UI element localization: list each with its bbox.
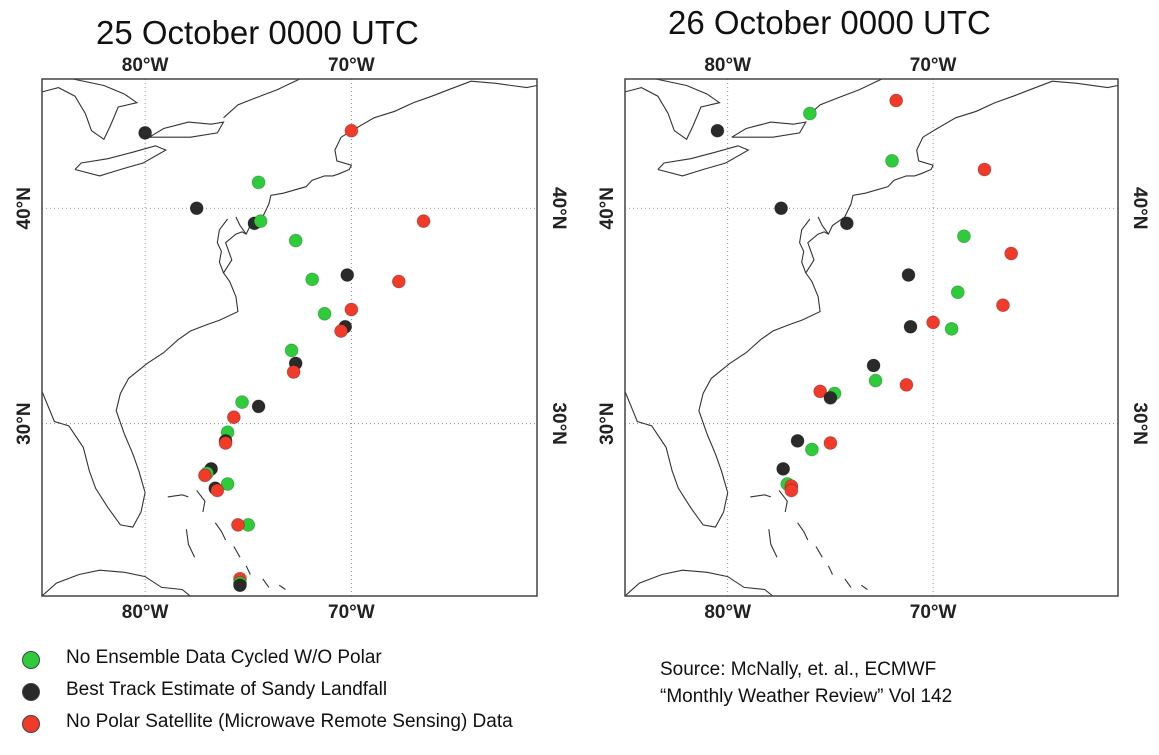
- track-point-no-polar: [926, 315, 941, 330]
- longitude-tick-label-top: 80°W: [704, 55, 751, 76]
- track-point-best-track: [901, 268, 916, 282]
- track-point-best-track: [823, 390, 838, 405]
- track-point-ensemble: [868, 373, 883, 388]
- track-point-best-track: [866, 358, 881, 373]
- track-point-ensemble: [220, 477, 235, 491]
- track-point-no-polar: [977, 162, 992, 177]
- track-point-no-polar: [823, 436, 838, 450]
- track-point-no-polar: [344, 302, 359, 317]
- latitude-tick-label-left: 40°N: [14, 187, 35, 229]
- track-point-no-polar: [784, 483, 799, 498]
- legend-marker-green: [22, 651, 40, 669]
- legend-label: Best Track Estimate of Sandy Landfall: [66, 679, 388, 700]
- track-point-no-polar: [231, 518, 245, 532]
- track-point-ensemble: [957, 229, 971, 244]
- source-line-2: “Monthly Weather Review” Vol 142: [660, 686, 953, 707]
- track-point-no-polar: [218, 436, 233, 450]
- track-point-best-track: [790, 433, 805, 448]
- track-point-ensemble: [950, 285, 965, 300]
- latitude-tick-label-right: 30°N: [1129, 402, 1150, 444]
- track-point-no-polar: [416, 214, 431, 229]
- track-point-ensemble: [805, 442, 819, 457]
- legend-label: No Polar Satellite (Microwave Remote Sen…: [66, 711, 513, 732]
- track-point-no-polar: [996, 298, 1010, 313]
- track-point-no-polar: [813, 384, 828, 399]
- longitude-tick-label-bottom: 80°W: [704, 602, 751, 623]
- track-point-best-track: [776, 462, 791, 476]
- track-point-no-polar: [198, 468, 212, 483]
- panel-right-title: 26 October 0000 UTC: [668, 4, 991, 41]
- track-point-best-track: [839, 216, 854, 231]
- track-point-no-polar: [889, 93, 904, 108]
- map-panel-26-october: 80°W 80°W 70°W 70°W 30°N 30°N 40°N 40°N: [597, 55, 1150, 623]
- track-point-best-track: [710, 123, 725, 138]
- coastline: [625, 79, 1118, 596]
- panel-left-title: 25 October 0000 UTC: [96, 14, 419, 51]
- track-point-no-polar: [286, 365, 301, 379]
- track-point-ensemble: [284, 343, 299, 358]
- track-point-ensemble: [253, 214, 268, 229]
- map-frame: [624, 78, 1119, 597]
- track-point-no-polar: [210, 483, 225, 498]
- track-point-no-polar: [391, 274, 406, 289]
- track-point-no-polar: [1004, 246, 1019, 261]
- track-point-best-track: [189, 201, 204, 216]
- longitude-tick-label-bottom: 70°W: [910, 602, 957, 623]
- track-point-no-polar: [226, 410, 241, 425]
- track-point-ensemble: [885, 153, 899, 168]
- source-line-1: Source: McNally, et. al., ECMWF: [660, 659, 937, 680]
- longitude-tick-label-top: 80°W: [122, 55, 169, 76]
- track-point-best-track: [340, 268, 355, 282]
- track-point-no-polar: [344, 123, 359, 138]
- longitude-tick-label-bottom: 70°W: [328, 602, 375, 623]
- track-point-best-track: [774, 201, 789, 216]
- track-point-ensemble: [944, 321, 959, 336]
- legend-marker-red: [22, 715, 40, 733]
- longitude-tick-label-top: 70°W: [910, 55, 957, 76]
- track-point-best-track: [138, 125, 153, 140]
- latitude-tick-label-left: 30°N: [14, 402, 35, 444]
- longitude-tick-label-bottom: 80°W: [122, 602, 169, 623]
- legend-marker-black: [22, 683, 40, 701]
- track-point-best-track: [233, 578, 247, 593]
- track-point-no-polar: [899, 377, 914, 392]
- map-panel-25-october: 80°W 80°W 70°W 70°W 30°N 30°N 40°N 40°N: [14, 55, 569, 623]
- track-point-best-track: [903, 319, 918, 334]
- map-frame: [41, 78, 538, 597]
- latitude-tick-label-left: 30°N: [597, 402, 618, 444]
- latitude-tick-label-right: 40°N: [548, 187, 569, 229]
- longitude-tick-label-top: 70°W: [328, 55, 375, 76]
- track-point-ensemble: [305, 272, 320, 287]
- source-citation: Source: McNally, et. al., ECMWF “Monthly…: [660, 656, 952, 710]
- latitude-tick-label-left: 40°N: [597, 187, 618, 229]
- track-point-ensemble: [802, 106, 817, 121]
- track-point-ensemble: [251, 175, 266, 190]
- track-point-ensemble: [235, 395, 249, 410]
- track-point-ensemble: [288, 233, 303, 248]
- latitude-tick-label-right: 30°N: [548, 402, 569, 444]
- track-point-no-polar: [334, 324, 348, 338]
- coastline: [42, 79, 537, 596]
- legend-label: No Ensemble Data Cycled W/O Polar: [66, 647, 382, 668]
- track-point-best-track: [251, 399, 266, 414]
- latitude-tick-label-right: 40°N: [1129, 187, 1150, 229]
- track-point-ensemble: [317, 306, 332, 321]
